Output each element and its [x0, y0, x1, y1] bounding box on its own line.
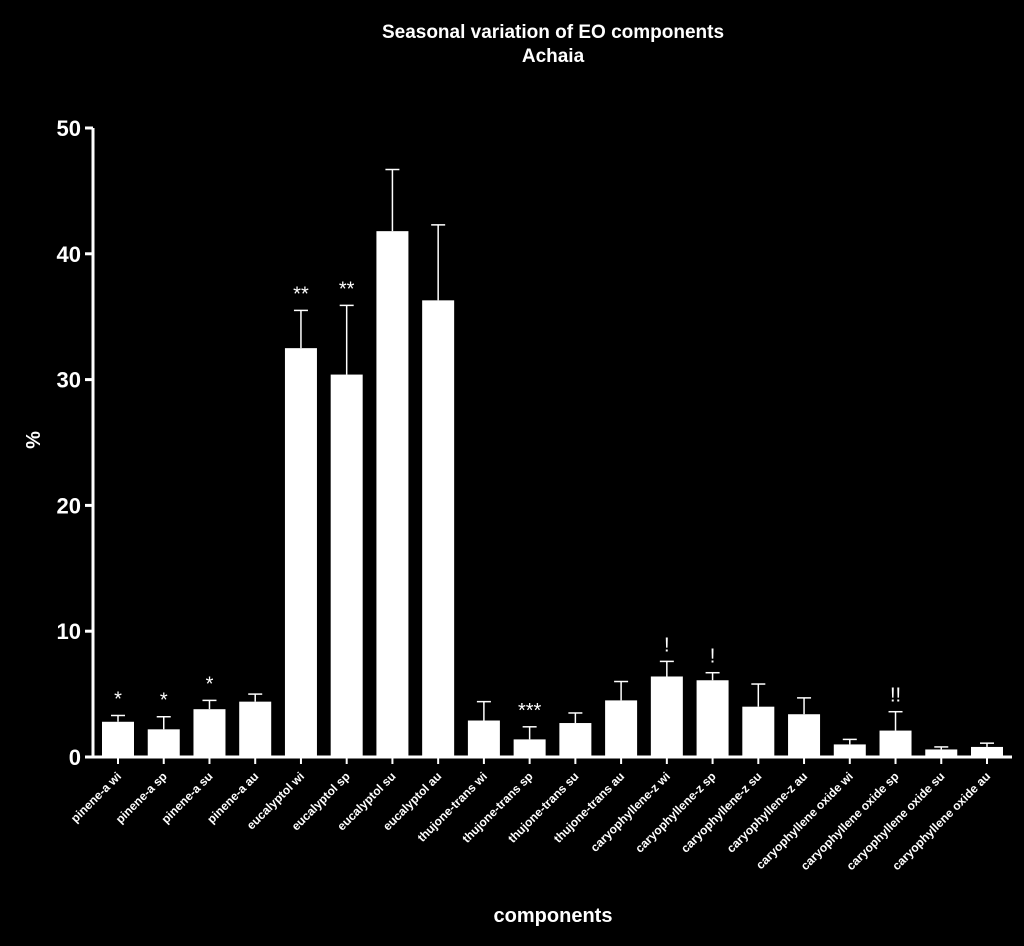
bar — [284, 348, 317, 757]
bar — [147, 729, 180, 757]
x-axis-title: components — [494, 905, 613, 927]
bar — [696, 680, 729, 757]
significance-annotation: ** — [339, 278, 355, 300]
y-tick-label: 20 — [57, 493, 81, 518]
significance-annotation: ! — [710, 646, 716, 668]
y-axis-title: % — [23, 431, 45, 449]
bar — [650, 676, 683, 757]
bars-group: * **** *****!!!! — [102, 168, 1003, 757]
bar — [102, 721, 134, 757]
bar — [742, 706, 775, 757]
y-axis: 0 10 20 30 40 50 — [57, 116, 95, 770]
significance-annotation: * — [114, 688, 122, 710]
significance-annotation: ! — [664, 634, 670, 656]
chart-title: Seasonal variation of EO components — [382, 22, 724, 43]
bar — [788, 714, 821, 757]
bar — [605, 700, 638, 757]
chart-subtitle: Achaia — [522, 46, 585, 67]
bar — [513, 739, 546, 757]
bar — [833, 744, 866, 757]
y-tick-label: 40 — [57, 242, 81, 267]
significance-annotation: * — [160, 690, 168, 712]
y-tick-label: 50 — [57, 116, 81, 141]
bar — [376, 231, 409, 757]
bar — [193, 709, 226, 757]
y-tick-label: 30 — [57, 368, 81, 393]
y-tick-label: 0 — [69, 745, 81, 770]
significance-annotation: *** — [518, 700, 542, 722]
significance-annotation: !! — [890, 685, 901, 707]
y-tick-label: 10 — [57, 619, 81, 644]
significance-annotation: * — [206, 673, 214, 695]
bar — [971, 746, 1003, 757]
bar — [559, 723, 592, 757]
bar — [422, 300, 455, 757]
bar — [239, 701, 272, 757]
bar — [467, 720, 500, 757]
bar — [330, 374, 363, 757]
bar — [879, 730, 912, 757]
significance-annotation: ** — [293, 283, 309, 305]
bar — [925, 749, 958, 757]
